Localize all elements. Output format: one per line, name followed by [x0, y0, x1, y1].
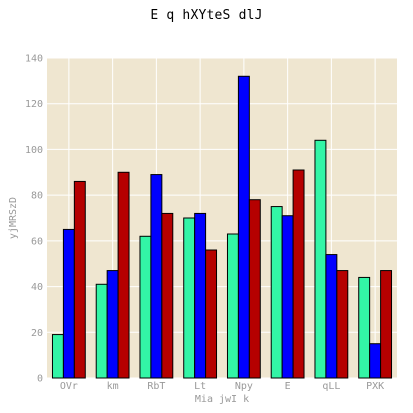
bar-qLL-series-3 [336, 270, 349, 379]
bar-PXK-series-2 [369, 343, 382, 379]
y-axis-label: yjMRSzD [8, 197, 19, 239]
bar-km-series-1 [95, 283, 108, 379]
bar-km-series-3 [117, 171, 130, 379]
bar-km-series-2 [106, 270, 119, 379]
y-tick-label: 80 [31, 191, 43, 202]
bar-RbT-series-2 [150, 174, 163, 379]
y-tick-label: 40 [31, 282, 43, 293]
y-tick-label: 140 [25, 54, 43, 65]
y-tick-label: 20 [31, 328, 43, 339]
x-tick-label: Lt [194, 381, 206, 392]
bar-E-series-2 [281, 215, 294, 379]
bar-qLL-series-1 [314, 139, 327, 379]
y-tick-label: 120 [25, 99, 43, 110]
y-tick-label: 100 [25, 145, 43, 156]
y-axis-ticks: 0 20 40 60 80 100 120 140 [25, 54, 43, 385]
bar-Npy-series-1 [226, 233, 239, 379]
bar-E-series-3 [292, 169, 305, 379]
x-tick-label: E [285, 381, 291, 392]
bar-Lt-series-1 [183, 217, 196, 379]
bar-Npy-series-3 [248, 199, 261, 379]
bar-E-series-1 [270, 206, 283, 379]
x-tick-label: PXK [366, 381, 384, 392]
bar-Lt-series-2 [194, 212, 207, 379]
x-tick-label: RbT [147, 381, 165, 392]
x-axis-label: Mia jwI k [195, 394, 249, 405]
chart-title: E q hXYteS dlJ [150, 8, 263, 23]
x-tick-label: qLL [322, 381, 340, 392]
bar-PXK-series-1 [358, 276, 371, 379]
bar-OVr-series-2 [62, 228, 75, 379]
y-tick-label: 0 [37, 374, 43, 385]
x-tick-label: OVr [60, 381, 78, 392]
bar-Npy-series-2 [237, 75, 250, 379]
bar-PXK-series-3 [380, 270, 393, 379]
bar-qLL-series-2 [325, 254, 338, 379]
bars [51, 75, 393, 379]
bar-Lt-series-3 [205, 249, 218, 379]
x-tick-label: Npy [235, 381, 253, 392]
bar-RbT-series-3 [161, 212, 174, 379]
bar-OVr-series-3 [73, 180, 86, 379]
y-tick-label: 60 [31, 236, 43, 247]
bar-OVr-series-1 [51, 334, 64, 379]
bar-RbT-series-1 [139, 235, 152, 379]
x-tick-label: km [107, 381, 119, 392]
